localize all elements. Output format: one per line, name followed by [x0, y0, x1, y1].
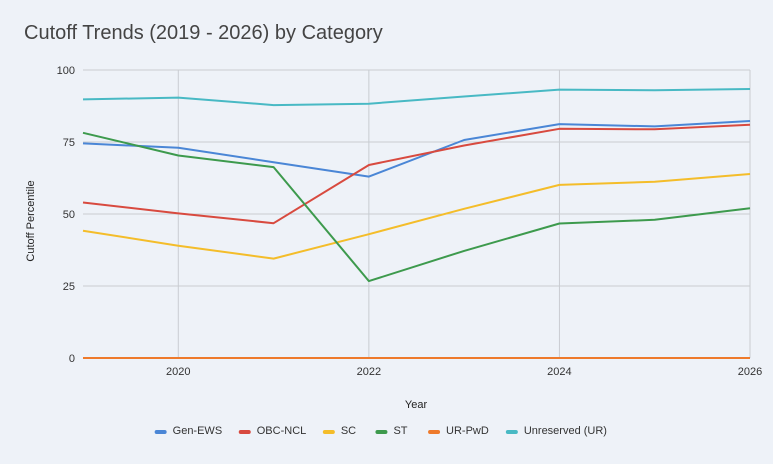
legend-swatch-unreserved-ur: [505, 430, 518, 434]
legend-label-ur-pwd: UR-PwD: [446, 425, 489, 437]
legend-label-obc-ncl: OBC-NCL: [257, 425, 307, 437]
axis-labels: Year Cutoff Percentile: [25, 180, 427, 411]
x-tick-label: 2020: [166, 366, 190, 378]
y-tick-label: 100: [57, 65, 75, 77]
legend-label-unreserved-ur: Unreserved (UR): [524, 425, 607, 437]
legend-label-st: ST: [393, 425, 407, 437]
series-lines: [82, 88, 751, 359]
legend-label-sc: SC: [341, 425, 356, 437]
chart-title: Cutoff Trends (2019 - 2026) by Category: [24, 22, 383, 44]
legend-swatch-ur-pwd: [428, 430, 441, 434]
y-tick-label: 0: [69, 353, 75, 365]
legend-label-gen-ews: Gen-EWS: [173, 425, 223, 437]
y-tick-label: 25: [63, 281, 75, 293]
x-tick-label: 2026: [738, 366, 762, 378]
legend-swatch-gen-ews: [154, 430, 167, 434]
x-tick-label: 2022: [357, 366, 381, 378]
axes: 0 25 50 75 100 2020 2022 2024 2026: [57, 65, 763, 378]
series-line-gen-ews: [82, 120, 751, 178]
legend-swatch-obc-ncl: [238, 430, 251, 434]
series-line-sc: [82, 173, 751, 260]
legend-swatch-sc: [322, 430, 335, 434]
y-axis-label: Cutoff Percentile: [25, 180, 37, 261]
x-axis-label: Year: [405, 399, 428, 411]
legend-swatch-st: [375, 430, 388, 434]
y-tick-label: 75: [63, 137, 75, 149]
series-line-obc-ncl: [82, 123, 751, 225]
y-tick-label: 50: [63, 209, 75, 221]
series-line-unreserved-ur: [82, 88, 751, 107]
x-tick-label: 2024: [547, 366, 571, 378]
legend: Gen-EWS OBC-NCL SC ST UR-PwD Unreserved (UR): [154, 425, 607, 437]
series-line-st: [82, 131, 751, 283]
